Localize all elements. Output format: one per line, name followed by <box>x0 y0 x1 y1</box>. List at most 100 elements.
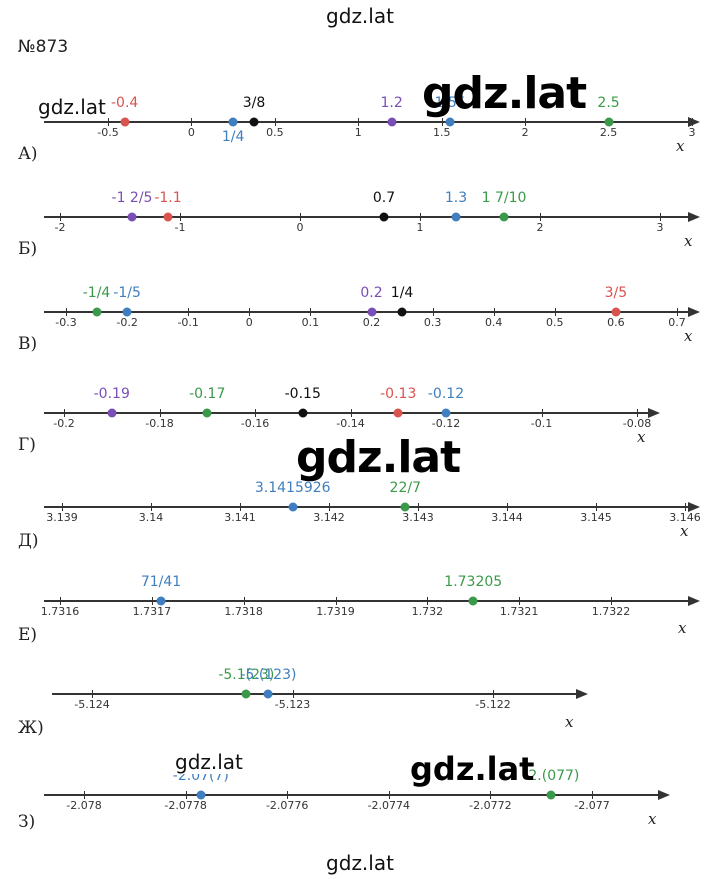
tick-label: -0.5 <box>97 126 119 139</box>
point-marker <box>451 212 461 222</box>
tick-mark <box>540 213 541 221</box>
tick-label: 1.7317 <box>132 605 172 618</box>
tick-label: -2.078 <box>66 799 102 812</box>
point-marker <box>499 212 509 222</box>
point-marker <box>120 117 130 127</box>
point-label: 1/4 <box>390 285 414 301</box>
point-marker <box>387 117 397 127</box>
axis-x-label: x <box>684 232 693 250</box>
tick-label: -0.18 <box>145 417 174 430</box>
point-label: 0.2 <box>360 285 383 301</box>
axis-arrow <box>576 689 588 699</box>
axis-x-label: x <box>680 522 689 540</box>
tick-mark <box>62 503 63 511</box>
tick-mark <box>490 791 492 799</box>
point-label: -5.(123) <box>240 667 297 683</box>
tick-mark <box>191 118 193 126</box>
tick-mark <box>611 597 612 605</box>
tick-mark <box>441 118 443 126</box>
point-marker <box>393 408 403 418</box>
point-label: 2.5 <box>597 95 620 111</box>
tick-label: -2.0774 <box>367 799 411 812</box>
tick-label: 2 <box>521 126 529 139</box>
point-label: 1.73205 <box>444 574 503 590</box>
tick-mark <box>507 503 508 511</box>
axis-arrow <box>688 117 700 127</box>
row-label: В) <box>18 334 38 354</box>
point-label: -0.13 <box>380 386 417 402</box>
tick-mark <box>329 503 330 511</box>
tick-mark <box>525 118 527 126</box>
axis-arrow <box>648 408 660 418</box>
tick-label: 1.7321 <box>499 605 539 618</box>
point-label: -2.(077) <box>523 768 580 784</box>
tick-label: 0 <box>187 126 195 139</box>
axis-line <box>44 506 690 508</box>
point-marker <box>546 790 556 800</box>
row-label: Ж) <box>18 718 44 738</box>
tick-mark <box>92 690 93 698</box>
point-marker <box>379 212 389 222</box>
point-marker <box>249 117 259 127</box>
tick-mark <box>240 503 241 511</box>
point-label: 71/41 <box>140 574 182 590</box>
tick-label: 0.1 <box>301 316 320 329</box>
tick-mark <box>188 308 190 316</box>
tick-mark <box>350 409 352 417</box>
tick-label: -5.122 <box>475 698 511 711</box>
row-label: А) <box>18 144 38 164</box>
tick-label: 0.3 <box>423 316 442 329</box>
tick-mark <box>596 503 597 511</box>
point-label: -1/5 <box>113 285 141 301</box>
tick-label: 1.5 <box>432 126 451 139</box>
point-label: 1 7/10 <box>481 190 527 206</box>
point-marker <box>288 502 298 512</box>
tick-label: 0.5 <box>266 126 284 139</box>
tick-mark <box>159 409 161 417</box>
tick-label: 0.6 <box>607 316 625 329</box>
point-label: 1.2 <box>380 95 403 111</box>
tick-mark <box>685 503 686 511</box>
axis-x-label: x <box>565 713 574 731</box>
axis-arrow <box>688 212 700 222</box>
tick-label: 1.7322 <box>591 605 631 618</box>
point-label: -0.19 <box>93 386 130 402</box>
row-label: Д) <box>18 531 39 551</box>
point-marker <box>241 689 251 699</box>
tick-mark <box>249 308 251 316</box>
tick-mark <box>519 597 521 605</box>
tick-mark <box>388 791 390 799</box>
tick-label: -0.12 <box>431 417 461 430</box>
watermark-small: gdz.lat <box>38 95 106 119</box>
point-marker <box>367 307 376 317</box>
tick-label: 0.7 <box>668 316 686 329</box>
axis-line <box>44 794 660 796</box>
watermark-top: gdz.lat <box>326 4 394 28</box>
point-marker <box>604 117 614 127</box>
axis-x-label: x <box>637 428 646 446</box>
tick-label: -0.16 <box>240 417 270 430</box>
tick-mark <box>660 213 661 221</box>
row-label: Е) <box>18 625 38 645</box>
point-marker <box>196 790 206 800</box>
tick-label: 3 <box>656 221 664 234</box>
axis-line <box>44 216 690 218</box>
tick-label: 1.7316 <box>40 605 80 618</box>
tick-mark <box>637 409 638 417</box>
tick-mark <box>677 308 678 316</box>
tick-mark <box>151 503 152 511</box>
point-label: 1.55 <box>434 95 466 111</box>
tick-label: -2 <box>54 221 66 234</box>
point-label: -0.4 <box>111 95 139 111</box>
tick-mark <box>427 597 429 605</box>
watermark-large: gdz.lat <box>296 432 461 483</box>
point-marker <box>445 117 455 127</box>
tick-label: -0.3 <box>55 316 77 329</box>
tick-label: -0.14 <box>336 417 365 430</box>
point-label: -0.12 <box>427 386 465 402</box>
tick-mark <box>358 118 360 126</box>
axis-line <box>44 600 690 602</box>
tick-mark <box>541 409 543 417</box>
tick-label: 3.143 <box>402 511 434 524</box>
tick-label: 1 <box>416 221 424 234</box>
